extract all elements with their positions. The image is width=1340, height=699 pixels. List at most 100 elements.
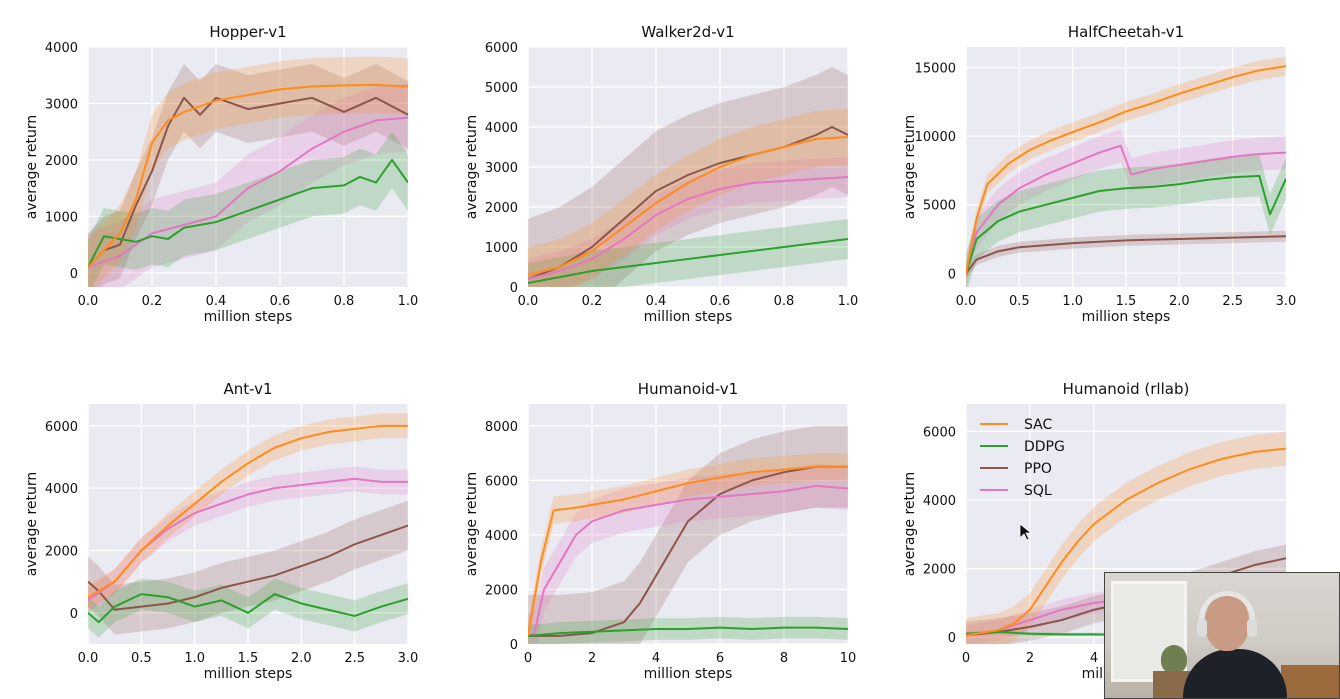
- chart-title: HalfCheetah-v1: [1068, 23, 1184, 41]
- legend-label-ddpg: DDPG: [1024, 439, 1065, 455]
- x-tick-label: 0.0: [518, 294, 539, 309]
- x-tick-label: 4: [1090, 651, 1098, 666]
- series-line-ppo: [88, 96, 408, 268]
- x-axis-label: million steps: [644, 666, 733, 682]
- y-tick-label: 0: [948, 267, 956, 282]
- series-line-ddpg: [528, 238, 848, 284]
- y-tick-label: 2000: [485, 201, 518, 216]
- headphone-right-ear: [1247, 619, 1257, 637]
- x-tick-label: 0.2: [582, 294, 603, 309]
- y-tick-label: 0: [70, 267, 78, 282]
- chart-halfcheetah-v1: 0.0 0.5 1.0 1.5 2.0 2.5 3.0 0 5000 10000 15000 Half…: [902, 23, 1296, 325]
- x-tick-label: 6: [716, 651, 724, 666]
- y-axis-label: average return: [902, 115, 918, 220]
- y-tick-label: 2000: [485, 583, 518, 598]
- y-tick-label: 6000: [485, 474, 518, 489]
- x-tick-label: 0: [962, 651, 970, 666]
- band-ppo: [88, 500, 408, 635]
- y-tick-label: 15000: [915, 62, 956, 77]
- x-tick-label: 3.0: [398, 651, 419, 666]
- x-tick-label: 0.6: [710, 294, 731, 309]
- series-line-sql: [966, 144, 1286, 274]
- series-line-ddpg: [528, 626, 848, 637]
- x-tick-label: 0.5: [131, 651, 152, 666]
- series-line-sql: [528, 176, 848, 280]
- presenter-body: [1183, 649, 1287, 698]
- y-tick-label: 4000: [45, 482, 78, 497]
- y-tick-label: 6000: [45, 420, 78, 435]
- x-tick-label: 0.5: [1009, 294, 1030, 309]
- x-tick-label: 0.8: [334, 294, 355, 309]
- band-ddpg: [88, 578, 408, 638]
- y-tick-label: 0: [510, 281, 518, 296]
- chart-hopper-v1: 0.0 0.2 0.4 0.6 0.8 1.0 0 1000 2000 3000 4000 Hoppe…: [24, 23, 418, 325]
- series-line-ppo: [528, 465, 848, 637]
- y-tick-label: 3000: [485, 161, 518, 176]
- band-ppo: [966, 230, 1286, 279]
- series-line-ddpg: [88, 158, 408, 268]
- chart-title: Ant-v1: [223, 380, 272, 398]
- chart-title: Humanoid (rllab): [1063, 380, 1190, 398]
- y-axis-label: average return: [902, 472, 918, 577]
- y-tick-label: 4000: [485, 121, 518, 136]
- y-tick-label: 4000: [485, 529, 518, 544]
- x-tick-label: 0.6: [270, 294, 291, 309]
- x-tick-label: 0.0: [78, 294, 99, 309]
- legend-label-ppo: PPO: [1024, 461, 1052, 477]
- chart-humanoid-v1: 0 2 4 6 8 10 0 2000 4000 6000 8000 Humanoid-v1 milli…: [464, 380, 856, 682]
- headphones-icon: [1199, 591, 1255, 627]
- band-sac: [528, 453, 848, 644]
- x-tick-label: 2.0: [291, 651, 312, 666]
- y-tick-label: 6000: [485, 41, 518, 56]
- band-ppo: [528, 425, 848, 644]
- band-sql: [528, 464, 848, 644]
- x-tick-label: 2: [588, 651, 596, 666]
- series-line-ppo: [88, 524, 408, 611]
- y-tick-label: 5000: [923, 199, 956, 214]
- x-axis-label: million steps: [204, 309, 293, 325]
- series-line-sac: [88, 424, 408, 599]
- x-tick-label: 0.4: [646, 294, 667, 309]
- webcam-overlay: [1104, 572, 1340, 699]
- x-tick-label: 1.0: [398, 294, 419, 309]
- series-line-ppo: [528, 126, 848, 280]
- x-tick-label: 0.8: [774, 294, 795, 309]
- x-axis-label: million steps: [204, 666, 293, 682]
- x-tick-label: 10: [840, 651, 857, 666]
- x-tick-label: 0.0: [956, 294, 977, 309]
- x-tick-label: 1.0: [838, 294, 859, 309]
- x-tick-label: 1.0: [1062, 294, 1083, 309]
- y-tick-label: 5000: [485, 81, 518, 96]
- y-tick-label: 4000: [923, 494, 956, 509]
- legend: SAC DDPG PPO SQL: [980, 417, 1065, 499]
- band-sql: [966, 129, 1286, 287]
- y-tick-label: 8000: [485, 420, 518, 435]
- y-tick-label: 0: [948, 631, 956, 646]
- band-sql: [88, 83, 408, 287]
- series-line-sac: [88, 83, 408, 268]
- band-ddpg: [528, 616, 848, 644]
- band-ddpg: [966, 155, 1286, 287]
- series-line-sac: [528, 465, 848, 636]
- series-line-sac: [528, 136, 848, 276]
- series-line-sac: [966, 65, 1286, 274]
- x-tick-label: 1.0: [184, 651, 205, 666]
- plot-area: [528, 404, 848, 644]
- y-tick-label: 4000: [45, 41, 78, 56]
- band-sac: [966, 56, 1286, 283]
- chart-title: Walker2d-v1: [641, 23, 734, 41]
- chart-ant-v1: 0.0 0.5 1.0 1.5 2.0 2.5 3.0 0 2000 4000 6000 Ant-v1…: [24, 380, 418, 682]
- y-tick-label: 1000: [485, 241, 518, 256]
- band-ddpg: [88, 131, 408, 287]
- mouse-cursor-icon: [1019, 523, 1033, 541]
- legend-label-sac: SAC: [1024, 417, 1052, 433]
- x-tick-label: 0: [524, 651, 532, 666]
- chart-title: Hopper-v1: [209, 23, 286, 41]
- x-tick-label: 8: [780, 651, 788, 666]
- x-tick-label: 2.5: [344, 651, 365, 666]
- webcam-plant: [1161, 645, 1187, 673]
- x-axis-label: million steps: [1082, 309, 1171, 325]
- x-tick-label: 0.2: [142, 294, 163, 309]
